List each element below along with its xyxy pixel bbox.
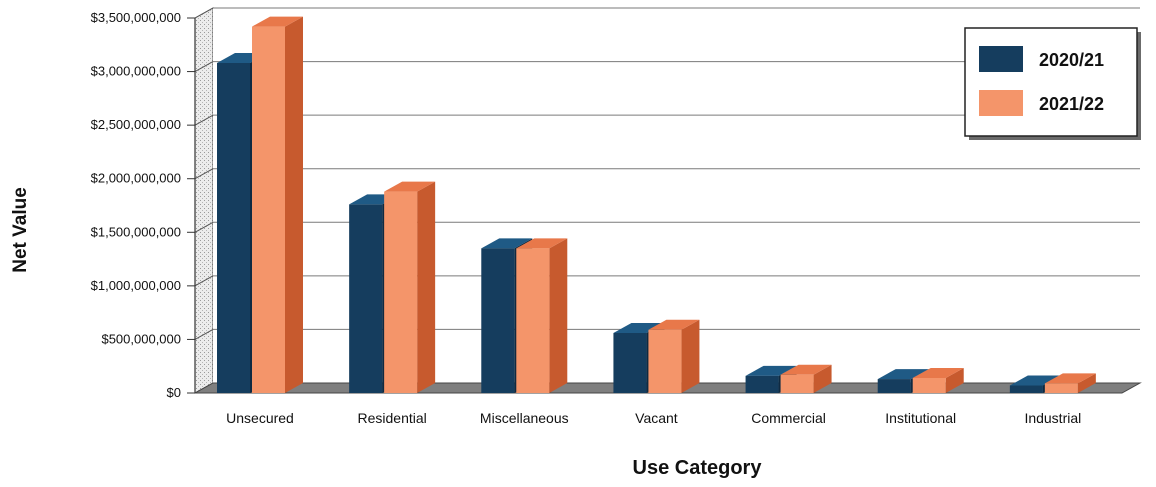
legend-label: 2020/21 [1039, 50, 1104, 70]
y-tick-label: $2,500,000,000 [91, 117, 181, 132]
side-wall [194, 7, 214, 394]
bar-top [648, 319, 700, 330]
legend-swatch-2020-21 [979, 46, 1023, 72]
y-axis-title: Net Value [10, 187, 31, 273]
legend-swatch-2021-22 [979, 90, 1023, 116]
bar-top [613, 323, 665, 333]
bar-2021-22-vacant [648, 329, 682, 393]
y-tick-label: $2,000,000,000 [91, 171, 181, 186]
bar-2020-21-commercial [745, 375, 779, 393]
x-axis-title: Use Category [633, 457, 763, 479]
bar-side [813, 364, 832, 393]
bar-2020-21-industrial [1009, 385, 1043, 393]
bar-2020-21-vacant [613, 333, 647, 393]
bar-top [745, 365, 797, 376]
bar-side [549, 238, 568, 393]
bar-2020-21-miscellaneous [481, 248, 515, 393]
x-tick-label: Vacant [635, 410, 678, 426]
legend-label: 2021/22 [1039, 94, 1104, 114]
gridline-diagonal [194, 168, 214, 180]
x-tick-label: Residential [358, 410, 427, 426]
y-tick-label: $1,500,000,000 [91, 224, 181, 239]
bar-side [681, 319, 700, 393]
legend: 2020/21 2021/22 [964, 27, 1141, 140]
bar-2021-22-commercial [780, 374, 814, 393]
bar-2020-21-residential [349, 204, 383, 393]
y-tick-label: $3,500,000,000 [91, 10, 181, 25]
bar-top [1009, 375, 1061, 386]
bar-top [384, 181, 436, 192]
x-tick-label: Commercial [751, 410, 826, 426]
gridline-diagonal [194, 61, 214, 73]
bar-side [1077, 373, 1096, 393]
bar-top [780, 364, 832, 375]
bars-layer [217, 16, 1096, 393]
legend-box [964, 27, 1138, 137]
x-tick-label: Unsecured [226, 410, 294, 426]
bar-top [252, 16, 303, 27]
bar-2021-22-residential [384, 191, 418, 393]
bar-top [912, 368, 964, 378]
y-tick-label: $1,000,000,000 [91, 278, 181, 293]
x-tick-label: Institutional [885, 410, 956, 426]
bar-side [285, 16, 303, 393]
bar-2020-21-unsecured [217, 63, 250, 393]
gridline-diagonal [194, 7, 214, 19]
bar-side [945, 368, 964, 393]
labels-layer: $0 $500,000,000 $1,000,000,000 $1,500,000,0… [91, 10, 1082, 426]
x-tick-label: Miscellaneous [480, 410, 569, 426]
gridline-diagonal [194, 114, 214, 126]
bar-top [516, 238, 568, 249]
gridline-diagonal [194, 328, 214, 340]
bar-2020-21-institutional [877, 379, 911, 393]
gridline-diagonal [194, 221, 214, 233]
y-tick-label: $500,000,000 [101, 331, 181, 346]
bar-2021-22-miscellaneous [516, 248, 550, 393]
y-tick-label: $3,000,000,000 [91, 64, 181, 79]
bar-2021-22-institutional [912, 378, 946, 393]
bar-2021-22-industrial [1044, 383, 1078, 393]
y-tick-label: $0 [167, 385, 181, 400]
bar-top [877, 369, 929, 380]
bar-side [417, 181, 436, 393]
bar-top [1044, 373, 1096, 384]
bar-top [481, 238, 533, 249]
x-tick-label: Industrial [1024, 410, 1081, 426]
bar-2021-22-unsecured [252, 26, 285, 393]
gridline-diagonal [194, 275, 214, 287]
